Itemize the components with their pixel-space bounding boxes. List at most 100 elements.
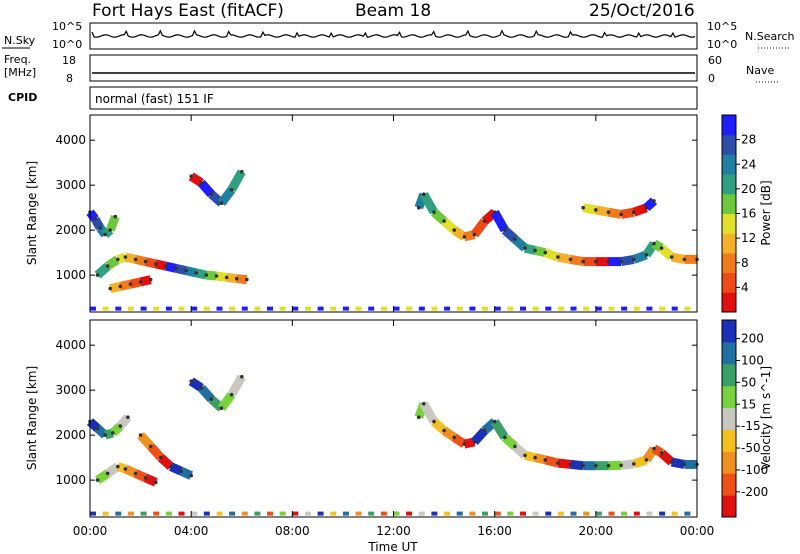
series-4-point: [568, 257, 573, 262]
range-cell: [684, 511, 691, 516]
series-4-segment: [632, 250, 648, 264]
series-4-segment: [431, 418, 448, 434]
range-cell: [330, 306, 337, 311]
series-3-segment: [197, 179, 215, 198]
velocity-data: [86, 374, 699, 516]
range-cell: [583, 511, 590, 516]
colorbar-tick-label: -100: [741, 463, 768, 477]
range-cell: [229, 306, 236, 311]
range-cell: [115, 511, 122, 516]
y-tick-label: 2000: [55, 428, 86, 442]
series-4-point: [543, 458, 548, 462]
y-tick-label: 3000: [55, 178, 86, 192]
range-cell: [317, 306, 324, 311]
series-4-point: [417, 205, 421, 210]
series-2-point: [128, 282, 133, 286]
range-cell: [444, 511, 451, 516]
series-4-segment: [544, 455, 559, 468]
nave-tick-top: 60: [708, 54, 722, 67]
cpid-frame: [89, 86, 698, 110]
range-cell: [342, 511, 349, 516]
date-label: 25/Oct/2016: [589, 1, 695, 21]
range-cell: [380, 511, 387, 516]
series-5-point: [619, 212, 623, 217]
nsky-tick-top: 10^5: [52, 20, 82, 33]
series-4-segment: [431, 208, 448, 225]
y-tick-label: 2000: [55, 223, 86, 237]
series-1-point: [95, 273, 100, 277]
freq-unit: [MHz]: [4, 66, 36, 79]
colorbar-tick-label: 4: [741, 280, 749, 294]
series-1-segment: [143, 473, 158, 487]
series-0-point: [95, 426, 100, 431]
velocity-frame: [89, 319, 698, 518]
nsky-tick-bottom: 10^0: [52, 38, 82, 51]
velocity-y-ticks: 1000 2000 3000 4000: [55, 338, 697, 487]
series-5-point: [644, 205, 649, 210]
series-3-point: [209, 192, 214, 196]
range-cell: [469, 511, 476, 516]
range-cell: [305, 511, 311, 516]
series-2-segment: [147, 443, 165, 461]
range-cell: [191, 306, 198, 311]
x-tick-label: 04:00: [174, 524, 209, 538]
series-1-point: [214, 274, 219, 278]
range-cell: [646, 306, 653, 311]
colorbar-tick-label: 20: [741, 182, 756, 196]
freq-label: Freq.: [4, 53, 31, 66]
series-1-point: [174, 266, 178, 271]
series-2-point: [118, 284, 123, 289]
series-1-segment: [95, 469, 111, 484]
series-3-point: [199, 181, 204, 185]
series-3-segment: [227, 374, 246, 397]
series-4-segment: [441, 217, 458, 234]
x-tick-label: 16:00: [477, 524, 512, 538]
range-cell: [292, 511, 299, 516]
x-tick-label: 12:00: [376, 524, 411, 538]
series-2-point: [148, 277, 153, 282]
range-cell: [482, 306, 488, 311]
colorbar-tick-label: -50: [741, 441, 761, 455]
series-1-segment: [94, 262, 111, 279]
power-y-ticks: 1000 2000 3000 4000: [55, 133, 697, 282]
series-4-point: [513, 237, 517, 241]
range-cell: [621, 511, 628, 516]
range-cell: [241, 306, 248, 311]
series-1-segment: [105, 462, 121, 478]
range-cell: [507, 306, 514, 311]
colorbar-swatch: [722, 115, 736, 136]
range-cell: [633, 306, 640, 311]
range-cell: [545, 306, 552, 311]
velocity-colorbar: 200 100 50 15 -15 -50 -100 -200: [721, 319, 768, 518]
series-5-point: [652, 199, 656, 203]
series-0-point: [126, 415, 130, 420]
series-4-point: [652, 241, 656, 246]
range-cell: [355, 306, 362, 311]
range-cell: [469, 306, 476, 311]
series-4-point: [452, 228, 457, 232]
velocity-colorbar-label: Velocity [m s^-1]: [759, 366, 773, 470]
range-cell: [532, 511, 539, 516]
cpid-label: CPID: [8, 91, 37, 104]
range-cell: [595, 306, 602, 311]
range-cell: [241, 511, 248, 516]
series-0-point: [118, 424, 123, 428]
range-cell: [165, 306, 172, 311]
colorbar-tick-label: 8: [741, 256, 749, 270]
colorbar-swatch: [722, 363, 736, 387]
series-0-segment: [105, 215, 120, 232]
range-cell: [267, 511, 273, 516]
range-cell: [520, 511, 526, 516]
series-4-segment: [569, 254, 584, 267]
range-cell: [115, 306, 122, 311]
range-cell: [494, 306, 501, 311]
series-1-point: [95, 478, 100, 482]
series-4-segment: [620, 254, 635, 267]
range-cell: [191, 511, 198, 516]
colorbar-tick-label: 24: [741, 157, 756, 171]
range-cell: [659, 306, 666, 311]
range-cell: [203, 511, 210, 516]
range-cell: [254, 306, 261, 311]
series-5-segment: [594, 205, 610, 217]
